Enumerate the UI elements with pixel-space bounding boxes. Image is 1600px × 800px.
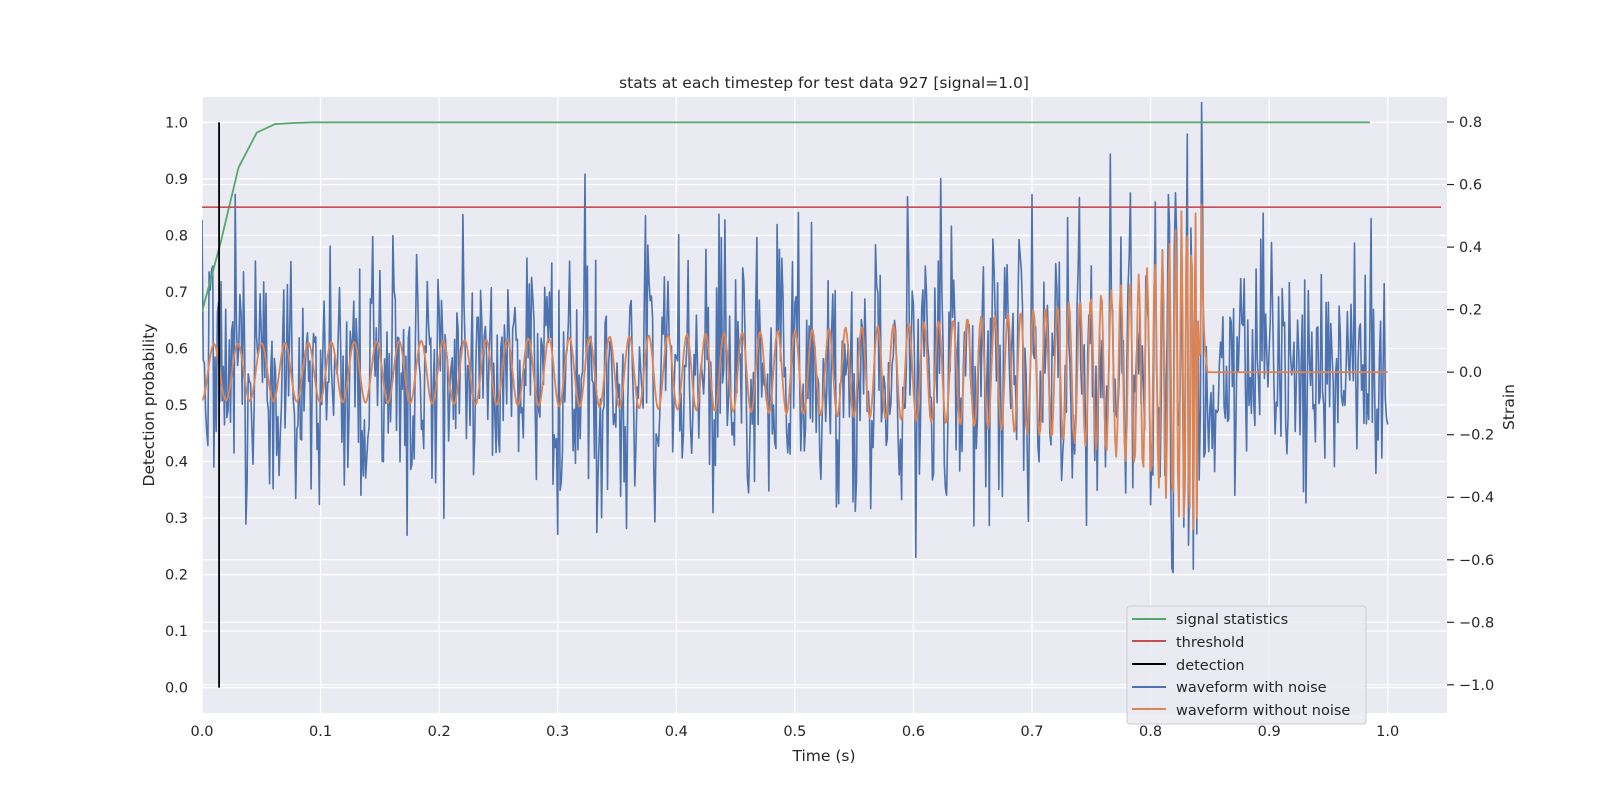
y-tick-label: 0.1	[165, 624, 188, 640]
series-signal-statistics	[202, 121, 1370, 313]
y2-axis-ticks: −1.0 −0.8 −0.6 −0.4 −0.2 0.0 0.2 0.4 0.6 0.8	[1447, 115, 1494, 694]
y-tick-label: 0.7	[165, 285, 188, 301]
y2-tick-label: 0.6	[1459, 178, 1482, 194]
legend-box	[1126, 605, 1367, 725]
x-tick-label: 0.1	[309, 724, 332, 740]
y2-tick-label: −0.2	[1459, 428, 1494, 444]
y-tick-label: 1.0	[165, 115, 188, 131]
legend-label-waveform-without-noise: waveform without noise	[1176, 703, 1350, 719]
x-tick-label: 0.0	[190, 724, 213, 740]
y-tick-label: 0.6	[165, 341, 188, 357]
y2-tick-label: −0.8	[1459, 615, 1494, 631]
y2-tick-label: 0.4	[1459, 240, 1482, 256]
x-tick-label: 0.4	[665, 724, 688, 740]
y2-tick-label: 0.0	[1459, 365, 1482, 381]
legend-label-detection: detection	[1176, 658, 1244, 674]
y-tick-label: 0.3	[165, 511, 188, 527]
y-tick-label: 0.0	[165, 681, 188, 697]
legend-label-signal-statistics: signal statistics	[1176, 612, 1288, 628]
x-tick-label: 0.6	[902, 724, 925, 740]
y2-tick-label: −0.6	[1459, 553, 1494, 569]
y-axis-ticks: 0.0 0.1 0.2 0.3 0.4 0.5 0.6 0.7 0.8 0.9 1.0	[165, 115, 188, 696]
x-tick-label: 0.3	[546, 724, 569, 740]
y-tick-label: 0.5	[165, 398, 188, 414]
y-tick-label: 0.2	[165, 568, 188, 584]
x-tick-label: 0.7	[1020, 724, 1043, 740]
y2-tick-label: 0.8	[1459, 115, 1482, 131]
y2-tick-label: 0.2	[1459, 303, 1482, 319]
y-tick-label: 0.8	[165, 228, 188, 244]
legend: signal statistics threshold detection wa…	[1126, 605, 1367, 725]
y2-tick-label: −0.4	[1459, 490, 1494, 506]
x-axis-label: Time (s)	[791, 747, 855, 765]
y-tick-label: 0.9	[165, 172, 188, 188]
chart-title: stats at each timestep for test data 927…	[619, 74, 1029, 92]
plot-area	[202, 101, 1442, 688]
y-axis-label: Detection probability	[140, 324, 158, 487]
y2-tick-label: −1.0	[1459, 678, 1494, 694]
x-tick-label: 1.0	[1376, 724, 1399, 740]
x-tick-label: 0.2	[428, 724, 451, 740]
x-tick-label: 0.8	[1139, 724, 1162, 740]
legend-label-waveform-with-noise: waveform with noise	[1176, 680, 1327, 696]
x-axis-ticks: 0.0 0.1 0.2 0.3 0.4 0.5 0.6 0.7 0.8 0.9 1.0	[190, 724, 1399, 740]
x-tick-label: 0.9	[1258, 724, 1281, 740]
x-tick-label: 0.5	[783, 724, 806, 740]
legend-label-threshold: threshold	[1176, 635, 1244, 651]
series-waveform-without-noise	[202, 203, 1388, 531]
y2-axis-label: Strain	[1500, 384, 1518, 430]
y-tick-label: 0.4	[165, 455, 188, 471]
